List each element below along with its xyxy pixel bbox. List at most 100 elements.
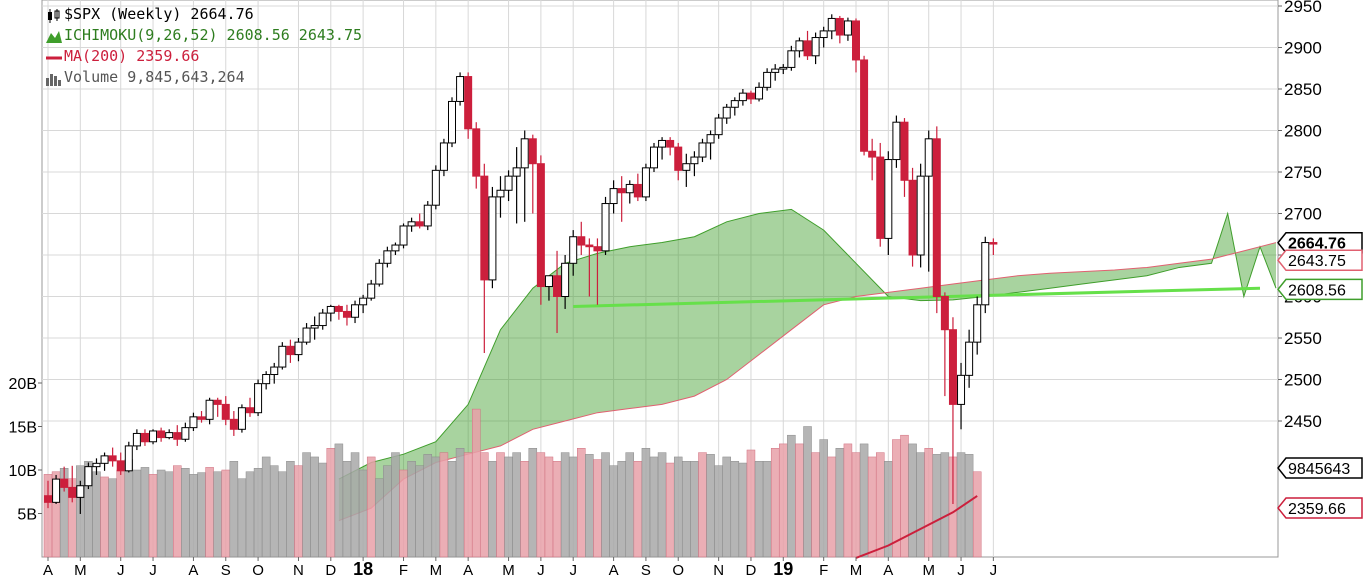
volume-bar <box>407 461 416 558</box>
candle-body <box>892 121 901 161</box>
candle-body <box>157 430 166 439</box>
candle <box>544 275 553 301</box>
volume-bar <box>439 452 449 558</box>
candle-body <box>714 117 723 136</box>
candle-body <box>173 432 182 440</box>
candle-body <box>318 312 327 327</box>
candle-body <box>140 432 149 443</box>
volume-bar <box>875 452 885 558</box>
candle <box>803 30 812 60</box>
horizontal-grid <box>42 5 1278 422</box>
candle-body <box>84 466 93 487</box>
volume-bar <box>488 461 497 558</box>
candle-body <box>310 325 319 329</box>
volume-bar <box>916 452 925 558</box>
candle <box>157 427 166 442</box>
candle <box>674 142 683 181</box>
price-tick-label: 2700 <box>1284 205 1322 224</box>
candle <box>302 323 311 345</box>
volume-bar <box>601 452 610 558</box>
candle <box>843 17 852 41</box>
candle <box>448 97 456 148</box>
volume-bar <box>480 452 489 558</box>
volume-bar <box>859 443 869 558</box>
time-tick-label: D <box>325 562 336 579</box>
volume-bar <box>197 472 206 558</box>
candle-body <box>213 399 222 405</box>
volume-bar <box>205 467 214 558</box>
candle-body <box>569 236 578 264</box>
price-tick-label: 2750 <box>1284 163 1322 182</box>
candle <box>763 68 772 91</box>
candle <box>407 217 416 232</box>
candle <box>181 422 190 442</box>
candle <box>981 236 990 314</box>
candle <box>464 72 473 139</box>
candle <box>965 329 974 388</box>
time-tick-label: F <box>819 562 828 579</box>
volume-bar <box>261 456 271 558</box>
candle <box>601 196 610 255</box>
candle-body <box>262 374 271 385</box>
volume-bar <box>795 443 804 558</box>
candle-body <box>367 283 376 299</box>
volume-bar <box>536 452 546 558</box>
candle-body <box>149 430 158 443</box>
volume-bar <box>633 461 643 558</box>
candle <box>472 122 481 189</box>
candle-body <box>189 416 198 429</box>
candle-body <box>957 374 966 405</box>
candle-body <box>932 138 941 297</box>
volume-bar <box>690 461 699 558</box>
candle <box>399 223 408 249</box>
volume-bar <box>302 452 311 558</box>
time-tick-label: M <box>74 562 87 579</box>
candle-body <box>76 485 85 498</box>
volume-bar <box>714 465 723 558</box>
candle <box>262 371 271 390</box>
volume-bar <box>528 448 538 558</box>
volume-bar <box>738 462 748 558</box>
volume-bar <box>140 467 150 558</box>
candle-body <box>641 167 650 198</box>
candle <box>342 304 351 326</box>
candle-body <box>399 225 408 246</box>
candle-body <box>52 478 61 503</box>
volume-bar <box>334 443 344 558</box>
time-tick-label: N <box>293 562 304 579</box>
candle <box>658 137 667 160</box>
candle-body <box>448 100 456 144</box>
price-tag: 2664.76 <box>1277 231 1363 254</box>
candle <box>149 429 158 445</box>
volume-bar <box>577 448 586 558</box>
candle-body <box>916 175 925 256</box>
candle <box>827 14 836 40</box>
candle <box>787 45 796 71</box>
volume-bar <box>665 462 675 558</box>
volume-bar <box>649 456 659 558</box>
volume-bar <box>940 452 950 558</box>
volume-bar <box>673 456 683 558</box>
ichimoku-b-tag-box <box>1277 278 1363 301</box>
candle <box>617 176 626 222</box>
candle-body <box>973 304 982 343</box>
candle-body <box>948 329 957 405</box>
candle-body <box>577 236 586 246</box>
candle-body <box>617 188 626 194</box>
candle-body <box>415 221 424 227</box>
candle <box>585 238 594 297</box>
time-tick-label: J <box>149 562 157 579</box>
candle <box>682 153 691 187</box>
volume-bar <box>148 474 158 558</box>
volume-bar <box>698 452 707 558</box>
candle <box>496 176 505 218</box>
candle-body <box>900 121 909 181</box>
time-tick-label: 18 <box>353 559 373 579</box>
candle-body <box>456 76 465 102</box>
price-axis: 2950290028502800275027002650260025502500… <box>1278 0 1322 431</box>
candle <box>948 317 957 504</box>
candle <box>237 404 246 433</box>
candle-body <box>536 163 545 288</box>
candle <box>512 147 521 224</box>
candle <box>989 238 998 255</box>
